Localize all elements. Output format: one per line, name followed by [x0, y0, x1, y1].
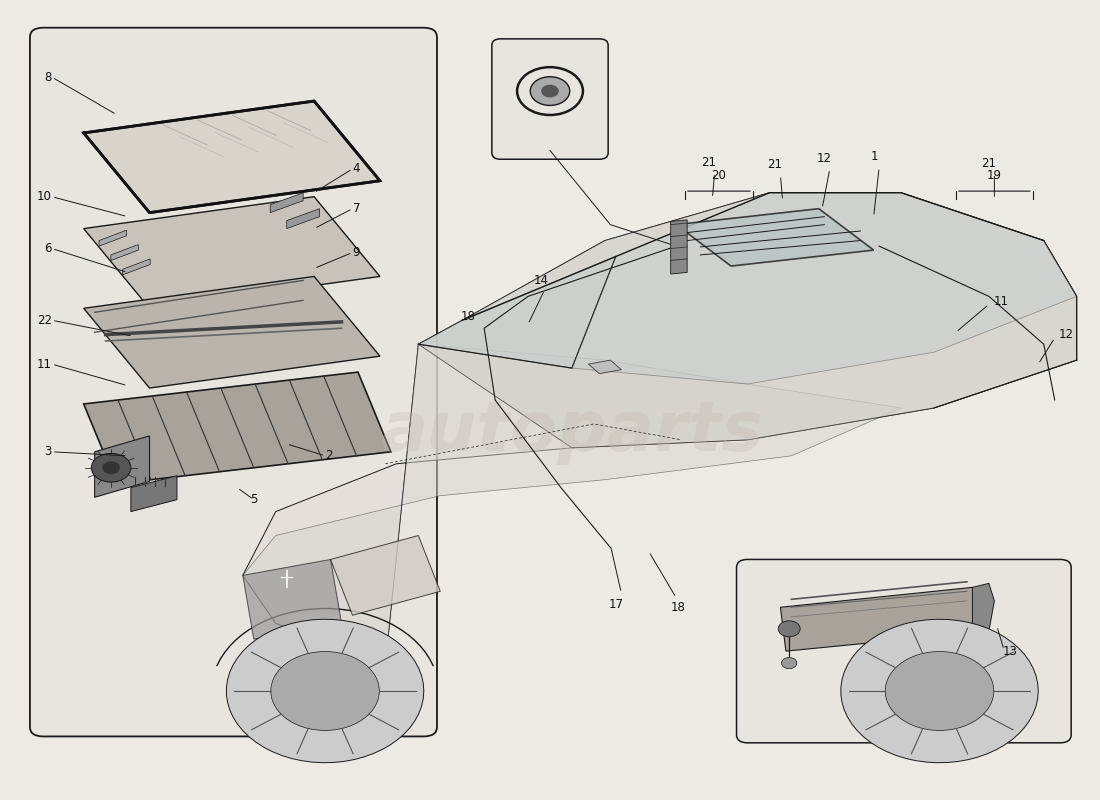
- Circle shape: [91, 454, 131, 482]
- Polygon shape: [243, 344, 901, 663]
- Circle shape: [778, 621, 800, 637]
- Text: 8: 8: [44, 70, 52, 84]
- Polygon shape: [99, 230, 127, 246]
- Text: 18: 18: [460, 310, 475, 322]
- Polygon shape: [243, 193, 1077, 663]
- Text: 19: 19: [987, 170, 1002, 182]
- Polygon shape: [271, 193, 304, 213]
- Text: 12: 12: [1059, 328, 1074, 341]
- Text: 2: 2: [326, 450, 332, 462]
- Text: 12: 12: [817, 152, 832, 165]
- Text: 11: 11: [993, 294, 1009, 308]
- Polygon shape: [123, 259, 151, 275]
- Polygon shape: [84, 101, 380, 213]
- Text: 21: 21: [981, 157, 997, 170]
- Polygon shape: [84, 197, 380, 308]
- Text: 4: 4: [352, 162, 360, 175]
- Circle shape: [781, 658, 796, 669]
- Text: 9: 9: [352, 246, 360, 259]
- Polygon shape: [840, 619, 1038, 762]
- Polygon shape: [227, 619, 424, 762]
- Polygon shape: [972, 583, 994, 631]
- Text: 7: 7: [352, 202, 360, 215]
- Polygon shape: [780, 587, 989, 651]
- Polygon shape: [84, 372, 390, 484]
- Polygon shape: [131, 476, 177, 512]
- Polygon shape: [886, 651, 993, 730]
- FancyBboxPatch shape: [30, 28, 437, 737]
- Text: 18: 18: [671, 601, 685, 614]
- Text: 20: 20: [712, 170, 726, 182]
- Polygon shape: [84, 277, 380, 388]
- Text: 21: 21: [768, 158, 782, 171]
- FancyBboxPatch shape: [492, 39, 608, 159]
- Polygon shape: [287, 209, 320, 229]
- Polygon shape: [572, 193, 1077, 384]
- Text: 21: 21: [702, 156, 716, 169]
- Polygon shape: [418, 193, 1077, 448]
- Text: 6: 6: [44, 242, 52, 255]
- Text: 1: 1: [871, 150, 879, 163]
- Text: 10: 10: [37, 190, 52, 203]
- Text: 11: 11: [37, 358, 52, 370]
- Circle shape: [541, 85, 559, 98]
- Text: autoparts: autoparts: [381, 398, 763, 466]
- Text: 22: 22: [37, 314, 52, 326]
- Text: 5: 5: [250, 493, 257, 506]
- Text: 3: 3: [44, 446, 52, 458]
- Polygon shape: [588, 360, 621, 374]
- Polygon shape: [95, 436, 150, 498]
- Polygon shape: [243, 559, 341, 639]
- Polygon shape: [418, 257, 616, 368]
- Polygon shape: [111, 245, 139, 261]
- FancyBboxPatch shape: [737, 559, 1071, 743]
- Circle shape: [530, 77, 570, 106]
- Text: 13: 13: [1003, 645, 1018, 658]
- Polygon shape: [331, 535, 440, 615]
- Polygon shape: [671, 220, 688, 274]
- Text: 17: 17: [608, 598, 624, 610]
- Polygon shape: [676, 209, 873, 266]
- Text: 14: 14: [534, 274, 549, 286]
- Polygon shape: [271, 651, 380, 730]
- Circle shape: [102, 462, 120, 474]
